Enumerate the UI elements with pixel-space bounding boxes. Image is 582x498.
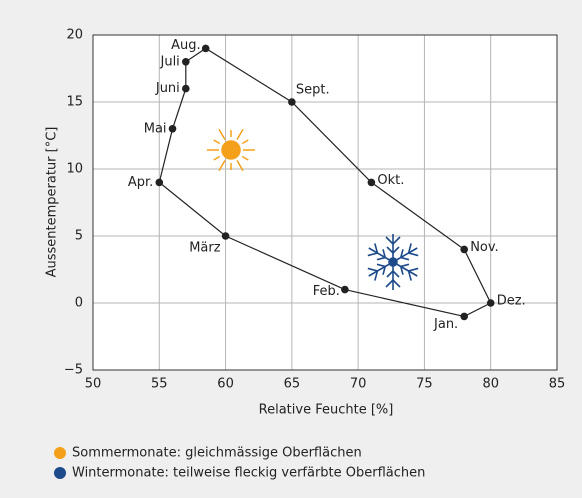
legend-label: Sommermonate: gleichmässige Oberflächen [72, 446, 362, 461]
point-label: Juni [155, 81, 180, 96]
point-label: Mai [144, 121, 167, 136]
point-label: Apr. [128, 175, 153, 190]
x-tick-label: 60 [217, 377, 234, 392]
data-point [367, 178, 376, 187]
data-point [460, 245, 469, 254]
data-point [341, 285, 349, 294]
legend-label: Wintermonate: teilweise fleckig verfärbt… [72, 466, 425, 481]
flake-branch [385, 278, 401, 288]
sun-ray [241, 155, 249, 161]
x-axis-label: Relative Feuchte [%] [259, 403, 394, 418]
y-tick-label: 15 [66, 95, 83, 110]
icons [207, 128, 419, 290]
sun-ray [218, 160, 226, 172]
y-tick-label: −5 [64, 363, 83, 378]
flake-branch [399, 249, 410, 261]
point-label: Okt. [377, 173, 404, 188]
sun-ray [218, 128, 226, 140]
data-point [168, 125, 177, 133]
flake-branch [376, 263, 387, 275]
plot-area [93, 35, 557, 370]
y-tick-label: 5 [75, 229, 83, 244]
x-tick-label: 80 [482, 377, 499, 392]
x-tick-label: 55 [151, 377, 168, 392]
data-point [221, 232, 230, 240]
point-label: Jan. [433, 317, 458, 332]
sun-ray [236, 128, 244, 140]
point-label: März [189, 241, 221, 256]
x-tick-label: 85 [549, 377, 566, 392]
flake-branch [407, 267, 419, 281]
flake-branch [386, 269, 400, 278]
data-point [288, 98, 296, 106]
sun-ray [213, 139, 221, 145]
point-label: Nov. [470, 240, 499, 255]
data-point [182, 58, 190, 66]
sun-icon [207, 128, 255, 172]
data-point [460, 312, 469, 321]
flake-branch [376, 249, 387, 261]
point-label: Juli [160, 54, 180, 69]
plot-border [92, 34, 558, 371]
data-point [182, 84, 190, 93]
flake-branch [385, 236, 401, 246]
legend-swatch [54, 447, 66, 459]
sun-ray [213, 155, 221, 161]
point-label: Sept. [296, 83, 330, 98]
flake-branch [399, 263, 410, 275]
data-point [155, 178, 164, 187]
sun-ray [236, 160, 244, 172]
sun-ray [241, 139, 249, 145]
data-point [486, 299, 495, 307]
flake-branch [367, 243, 379, 257]
y-tick-label: 20 [66, 28, 83, 43]
y-axis-label: Aussentemperatur [°C] [45, 127, 60, 278]
data-point [201, 44, 210, 53]
x-tick-label: 70 [350, 377, 367, 392]
flake-branch [386, 246, 400, 255]
snowflake-icon [367, 234, 419, 290]
point-label: Aug. [171, 38, 201, 53]
legend-swatch [54, 467, 66, 479]
flake-branch [407, 243, 419, 257]
point-label: Feb. [313, 284, 340, 299]
x-tick-label: 50 [85, 377, 102, 392]
x-tick-label: 65 [284, 377, 301, 392]
y-tick-label: 0 [75, 296, 83, 311]
point-label: Dez. [497, 294, 526, 309]
x-tick-label: 75 [416, 377, 433, 392]
flake-branch [367, 267, 379, 281]
y-tick-label: 10 [66, 162, 83, 177]
